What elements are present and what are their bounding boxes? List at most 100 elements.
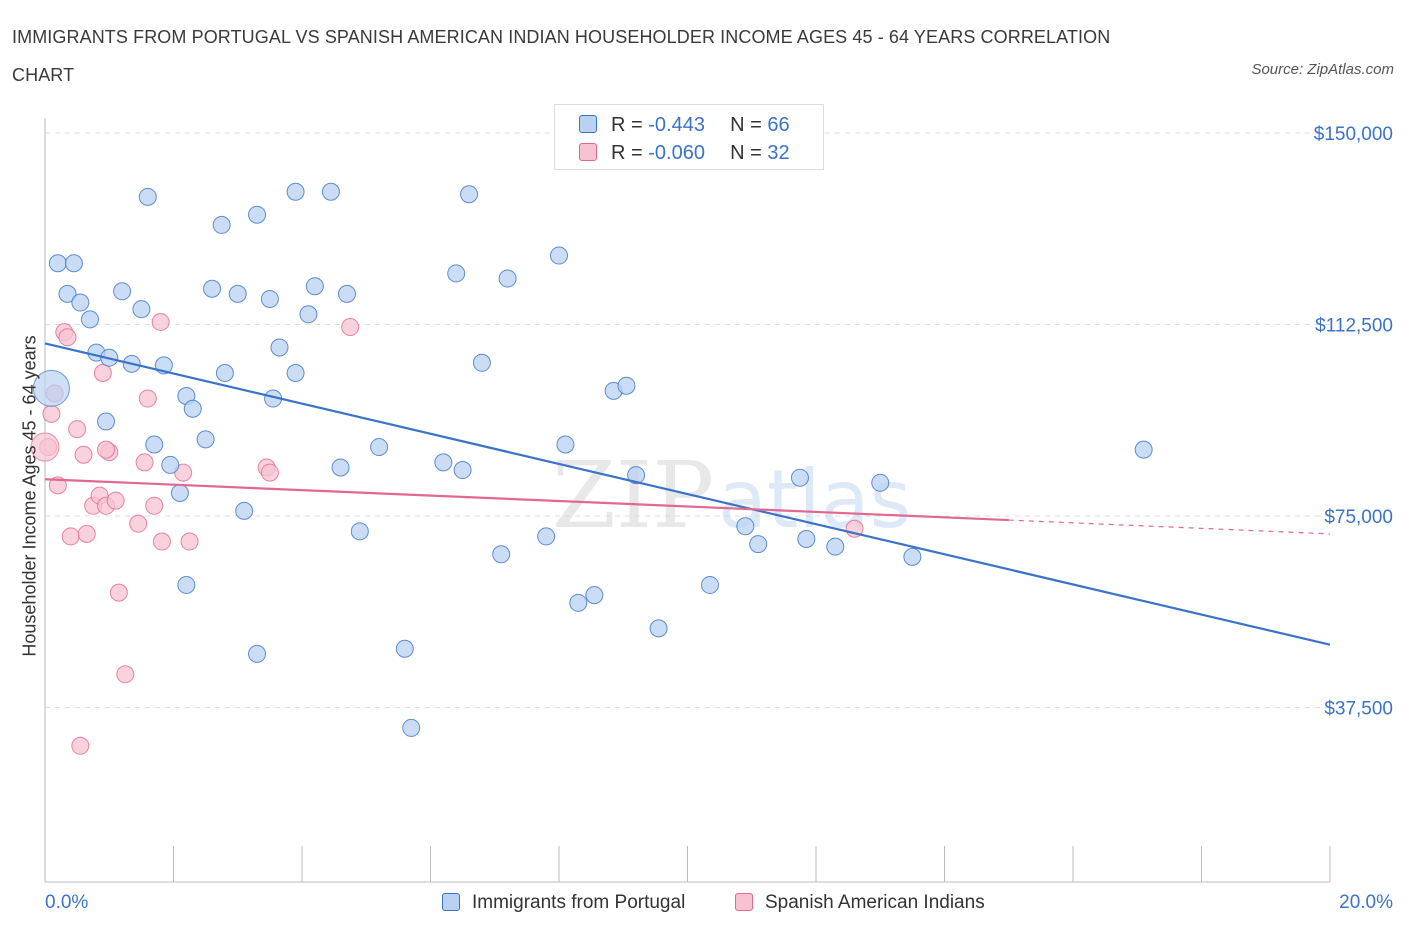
data-point	[145, 435, 164, 454]
series-legend: Immigrants from Portugal Spanish America…	[0, 890, 1406, 916]
data-point	[447, 264, 466, 283]
data-point	[170, 484, 189, 503]
data-point	[177, 575, 196, 594]
data-point	[350, 522, 369, 541]
legend-n-label: N =	[730, 114, 768, 136]
data-point	[492, 545, 511, 564]
data-point	[151, 312, 170, 331]
data-point	[145, 496, 164, 515]
data-point	[736, 517, 755, 536]
data-point	[395, 639, 414, 658]
data-point	[109, 583, 128, 602]
data-point	[790, 468, 809, 487]
data-point	[453, 461, 472, 480]
data-point	[537, 527, 556, 546]
data-point	[80, 310, 99, 329]
data-point	[93, 364, 112, 383]
watermark-zip: ZIP	[552, 442, 714, 549]
data-point	[64, 254, 83, 273]
data-point	[627, 466, 646, 485]
data-point	[48, 254, 67, 273]
data-point	[749, 535, 768, 554]
data-point	[152, 532, 171, 551]
data-point	[472, 353, 491, 372]
data-point	[260, 463, 279, 482]
data-point	[30, 432, 60, 462]
data-point	[58, 284, 77, 303]
data-point	[32, 369, 70, 407]
y-tick-label: $37,500	[1324, 699, 1393, 720]
data-point	[61, 527, 80, 546]
data-point	[248, 644, 267, 663]
data-point	[286, 364, 305, 383]
data-point	[498, 269, 517, 288]
data-point	[797, 529, 816, 548]
x-tick-label: 0.0%	[45, 892, 88, 913]
data-point	[903, 547, 922, 566]
data-point	[77, 524, 96, 543]
data-point	[74, 445, 93, 464]
series-legend-label: Immigrants from Portugal	[472, 892, 686, 913]
series-immigrants-from-portugal	[32, 182, 1153, 737]
data-point	[337, 284, 356, 303]
data-point	[260, 289, 279, 308]
data-point	[68, 420, 87, 439]
data-point	[331, 458, 350, 477]
data-point	[460, 185, 479, 204]
data-point	[135, 453, 154, 472]
legend-r-value: -0.060	[648, 142, 705, 164]
data-point	[556, 435, 575, 454]
series-legend-spanish: Spanish American Indians	[735, 890, 985, 916]
series-legend-portugal: Immigrants from Portugal	[442, 890, 685, 916]
data-point	[299, 305, 318, 324]
data-point	[370, 438, 389, 457]
data-point	[215, 364, 234, 383]
data-point	[1134, 440, 1153, 459]
data-point	[180, 532, 199, 551]
gridlines	[45, 132, 1330, 708]
data-point	[116, 665, 135, 684]
data-point	[132, 300, 151, 319]
data-point	[212, 215, 231, 234]
data-point	[550, 246, 568, 265]
axes	[44, 118, 1331, 883]
data-point	[97, 412, 116, 431]
legend-n-value: 32	[767, 142, 790, 164]
data-point	[138, 187, 157, 206]
data-point	[321, 182, 340, 201]
data-point	[700, 575, 719, 594]
y-axis-title: Householder Income Ages 45 - 64 years	[19, 335, 40, 657]
legend-r-label: R =	[611, 142, 649, 164]
y-tick-label: $150,000	[1314, 124, 1393, 145]
data-point	[270, 338, 289, 357]
legend-n-value: 66	[767, 114, 790, 136]
data-point	[196, 430, 215, 449]
trend-line-spanish	[44, 478, 1009, 522]
trend-line-portugal	[44, 342, 1331, 646]
data-point	[129, 514, 148, 533]
tick-labels: $37,500 $75,000 $112,500 $150,000 0.0% 20.0%	[45, 124, 1393, 913]
data-point	[617, 376, 636, 395]
data-point	[106, 491, 125, 510]
correlation-legend: R = -0.443 N = 66 R = -0.060 N = 32	[554, 104, 824, 170]
data-point	[286, 182, 305, 201]
legend-n-label: N =	[730, 142, 768, 164]
trend-line-spanish-extension	[1008, 519, 1331, 535]
legend-r-value: -0.443	[648, 114, 705, 136]
data-point	[871, 473, 890, 492]
data-point	[48, 476, 67, 495]
legend-r-label: R =	[611, 114, 649, 136]
x-tick-label: 20.0%	[1339, 892, 1393, 913]
data-point	[183, 399, 202, 418]
series-swatch-pink	[735, 893, 753, 911]
data-point	[138, 389, 157, 408]
data-point	[203, 279, 222, 298]
data-point	[58, 328, 77, 347]
data-point	[235, 501, 254, 520]
data-point	[97, 440, 116, 459]
data-point	[161, 455, 180, 474]
data-point	[402, 718, 421, 737]
y-tick-label: $75,000	[1324, 507, 1393, 528]
data-point	[113, 282, 132, 301]
chart-title: IMMIGRANTS FROM PORTUGAL VS SPANISH AMER…	[12, 27, 1111, 85]
